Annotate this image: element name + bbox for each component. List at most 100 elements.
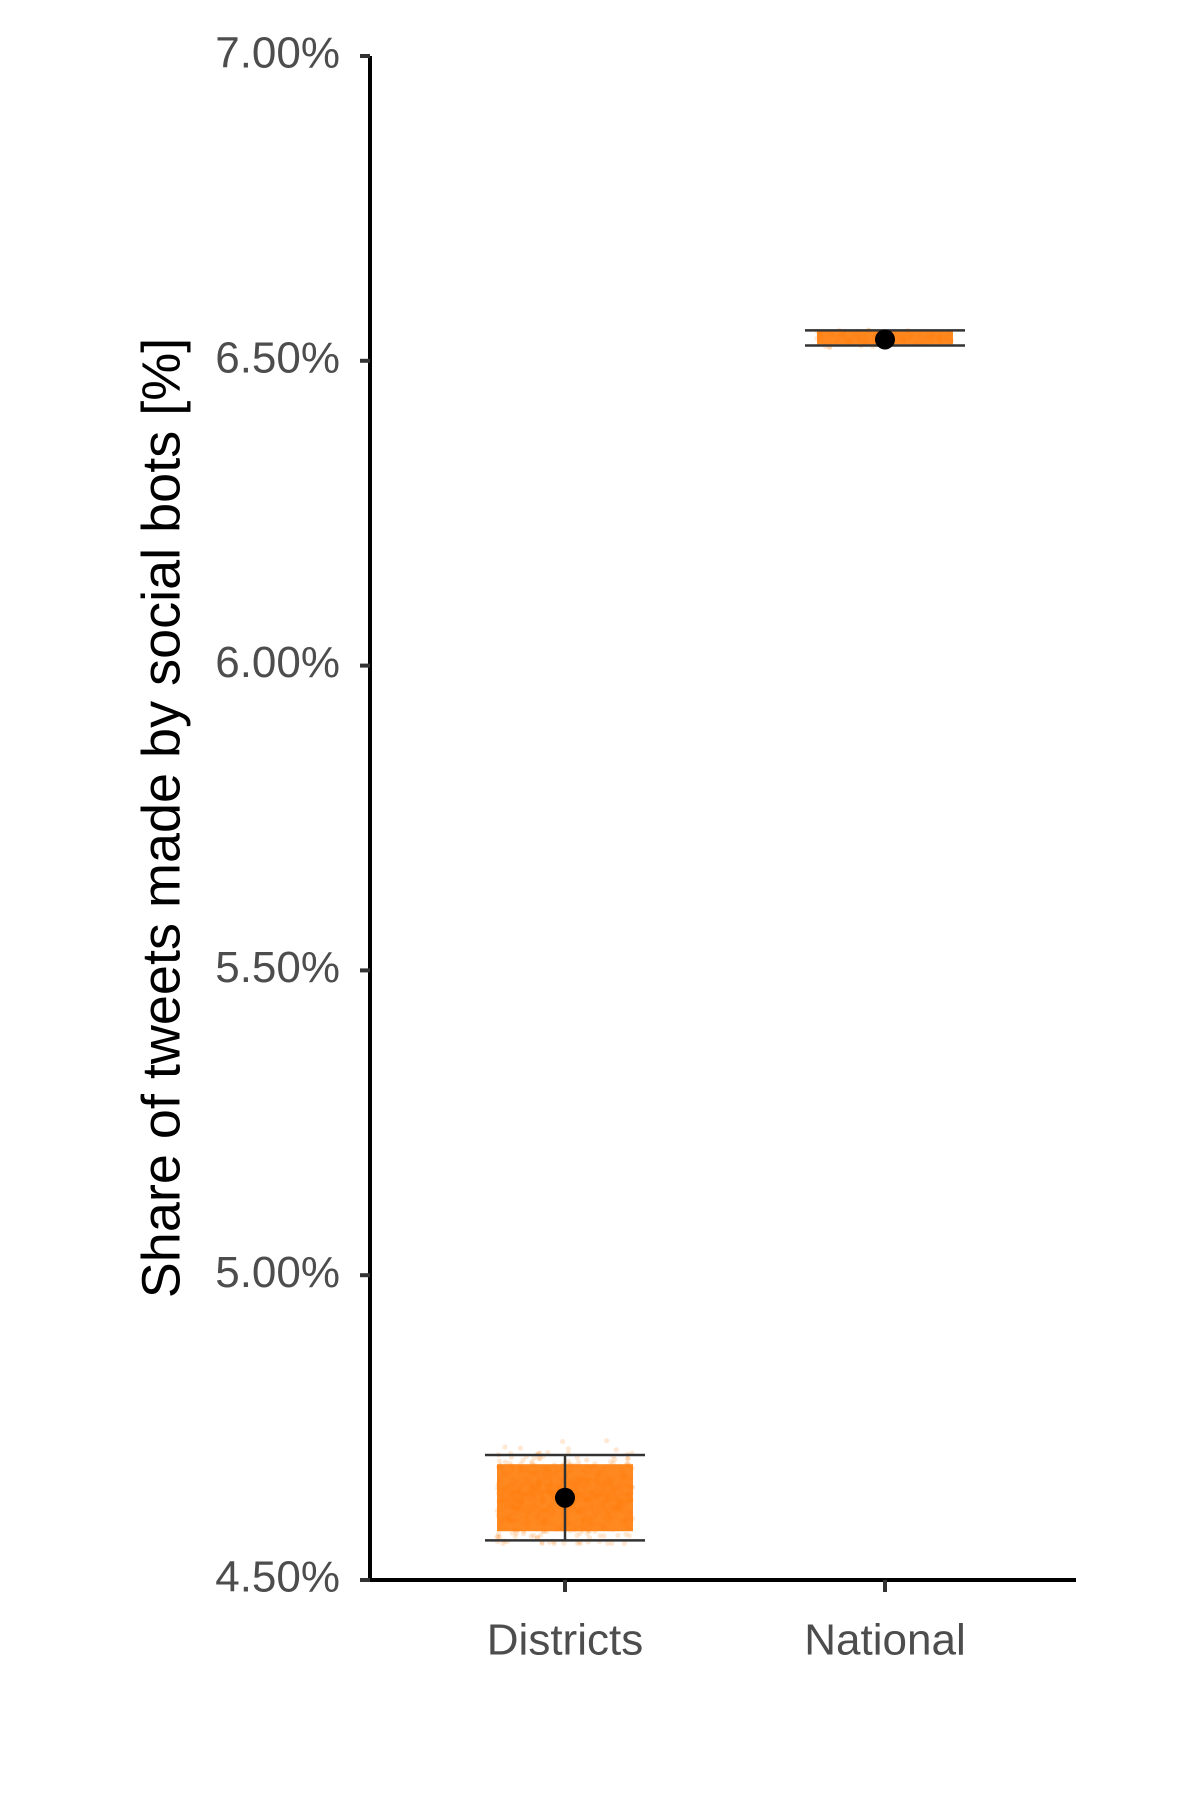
jitter-point [581,1519,587,1525]
jitter-point [577,1540,584,1546]
jitter-point [507,1494,514,1500]
jitter-point [511,1498,517,1504]
jitter-point [540,1517,547,1523]
jitter-point [506,1504,512,1510]
jitter-point [588,1519,594,1525]
jitter-point [596,1502,602,1508]
jitter-point [600,1491,607,1497]
jitter-point [537,1506,543,1512]
jitter-point [614,1505,620,1511]
jitter-point [581,1490,588,1496]
jitter-point [574,1540,581,1546]
jitter-point [630,1484,636,1491]
jitter-point [536,1504,542,1510]
jitter-point [842,339,848,345]
jitter-point [601,1479,608,1486]
jitter-point [596,1469,603,1476]
jitter-point [541,1528,547,1534]
jitter-point [515,1490,521,1496]
jitter-point [532,1491,538,1497]
jitter-point [901,337,907,343]
jitter-point [578,1492,584,1498]
jitter-point [608,1478,614,1484]
jitter-point [525,1480,532,1486]
jitter-point [561,1540,567,1546]
jitter-point [537,1510,544,1516]
jitter-point [624,1462,630,1468]
jitter-point [508,1468,514,1474]
jitter-point [530,1498,536,1504]
jitter-point [537,1479,543,1485]
jitter-point [519,1495,525,1501]
jitter-point [552,1482,559,1488]
jitter-point [567,1480,573,1486]
jitter-point [547,1487,554,1493]
jitter-point [559,1526,565,1532]
jitter-point [608,1482,614,1488]
jitter-point [619,1472,625,1478]
jitter-point [626,1492,633,1498]
jitter-point [539,1540,545,1546]
jitter-point [610,1460,616,1466]
jitter-point [864,335,870,342]
jitter-point [617,1491,624,1497]
jitter-point [622,1498,628,1504]
jitter-point [526,1491,533,1497]
jitter-point [496,1458,502,1464]
jitter-point [624,1524,630,1530]
jitter-point [519,1483,526,1489]
jitter-point [618,1509,624,1515]
jitter-point [605,1540,611,1546]
jitter-point [624,1520,630,1526]
jitter-point [548,1482,554,1488]
jitter-point [540,1477,546,1484]
jitter-point [616,1497,623,1503]
y-tick-label: 6.50% [215,333,340,382]
jitter-point [527,1510,533,1516]
jitter-point [607,1502,614,1508]
jitter-point [584,1498,591,1504]
jitter-point [595,1509,601,1515]
jitter-point [565,1525,571,1531]
jitter-point [496,1490,502,1496]
jitter-point [595,1486,601,1492]
jitter-point [523,1509,530,1515]
jitter-point [496,1504,502,1510]
jitter-point [592,1461,598,1467]
jitter-point [518,1484,524,1490]
jitter-point [814,335,820,341]
jitter-point [584,1495,591,1501]
jitter-point [624,1516,630,1522]
jitter-point [502,1486,508,1492]
jitter-point [625,1463,631,1469]
jitter-point [552,1523,558,1529]
jitter-point [572,1518,578,1524]
jitter-point [542,1507,548,1514]
jitter-point [567,1528,573,1534]
jitter-point [607,1508,613,1514]
jitter-point [511,1501,518,1507]
jitter-point [509,1489,515,1496]
jitter-point [576,1492,582,1498]
jitter-point [574,1496,580,1502]
jitter-point [605,1497,611,1503]
jitter-point [582,1508,588,1514]
jitter-point [509,1497,515,1503]
jitter-point [606,1484,613,1490]
jitter-point [524,1488,530,1494]
jitter-point [565,1507,572,1513]
jitter-point [604,1494,610,1500]
jitter-point [547,1490,553,1496]
jitter-point [586,1497,592,1503]
jitter-point [846,337,852,344]
jitter-point [587,1493,593,1499]
jitter-point [498,1492,505,1499]
jitter-point [602,1524,608,1530]
jitter-point [592,1528,598,1534]
jitter-point [622,1504,628,1510]
jitter-point [513,1506,519,1512]
mean-point [555,1487,575,1508]
jitter-point [516,1502,522,1508]
jitter-point [571,1522,577,1528]
jitter-point [938,337,944,344]
